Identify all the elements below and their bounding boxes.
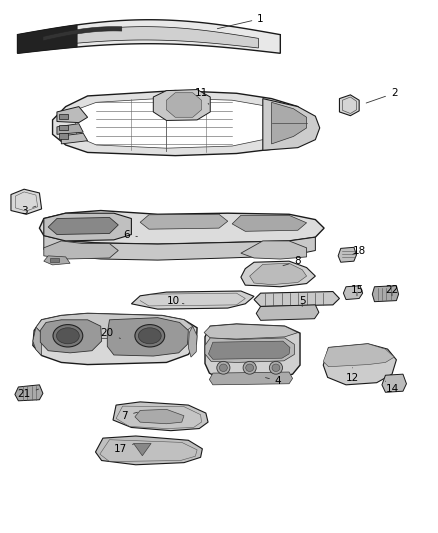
Polygon shape	[39, 211, 324, 244]
Ellipse shape	[138, 328, 161, 344]
Polygon shape	[204, 324, 298, 339]
Polygon shape	[272, 102, 307, 144]
Polygon shape	[263, 99, 320, 150]
Polygon shape	[113, 402, 208, 431]
Polygon shape	[57, 124, 83, 134]
Text: 3: 3	[21, 206, 36, 215]
Polygon shape	[59, 114, 68, 119]
Text: 8: 8	[283, 256, 301, 266]
Polygon shape	[153, 90, 210, 120]
Text: 22: 22	[385, 286, 399, 296]
Polygon shape	[134, 443, 151, 456]
Text: 20: 20	[101, 328, 120, 338]
Polygon shape	[188, 326, 197, 357]
Ellipse shape	[219, 364, 227, 372]
Polygon shape	[339, 95, 359, 116]
Polygon shape	[208, 341, 290, 359]
Text: 21: 21	[18, 389, 39, 399]
Text: 4: 4	[265, 376, 282, 386]
Text: 6: 6	[124, 230, 138, 239]
Polygon shape	[95, 436, 202, 465]
Polygon shape	[53, 91, 307, 156]
Ellipse shape	[269, 361, 283, 374]
Text: 1: 1	[217, 14, 264, 29]
Polygon shape	[44, 236, 315, 260]
Text: 18: 18	[353, 246, 366, 255]
Polygon shape	[15, 385, 43, 401]
Polygon shape	[48, 217, 118, 235]
Polygon shape	[250, 263, 307, 285]
Text: 10: 10	[166, 296, 184, 306]
Polygon shape	[382, 374, 406, 392]
Polygon shape	[57, 107, 88, 123]
Polygon shape	[135, 409, 184, 424]
Polygon shape	[254, 292, 339, 306]
Polygon shape	[131, 291, 254, 309]
Ellipse shape	[135, 325, 165, 347]
Polygon shape	[209, 372, 293, 385]
Polygon shape	[140, 214, 228, 229]
Polygon shape	[343, 286, 363, 300]
Polygon shape	[33, 313, 197, 365]
Text: 2: 2	[366, 88, 398, 103]
Polygon shape	[43, 27, 122, 41]
Polygon shape	[36, 313, 193, 339]
Polygon shape	[59, 133, 68, 139]
Polygon shape	[372, 286, 399, 302]
Polygon shape	[61, 133, 88, 144]
Polygon shape	[166, 93, 201, 117]
Ellipse shape	[57, 328, 79, 344]
Polygon shape	[44, 241, 118, 259]
Polygon shape	[232, 215, 307, 231]
Polygon shape	[18, 25, 77, 53]
Polygon shape	[31, 27, 258, 48]
Polygon shape	[59, 125, 68, 130]
Text: 5: 5	[299, 296, 306, 306]
Polygon shape	[256, 305, 319, 320]
Polygon shape	[50, 258, 59, 262]
Polygon shape	[241, 261, 315, 287]
Polygon shape	[33, 327, 42, 356]
Polygon shape	[338, 247, 357, 262]
Polygon shape	[44, 256, 70, 265]
Polygon shape	[323, 344, 394, 367]
Text: 7: 7	[121, 411, 138, 421]
Polygon shape	[11, 189, 42, 214]
Polygon shape	[107, 318, 188, 356]
Text: 17: 17	[114, 444, 134, 454]
Text: 12: 12	[346, 368, 359, 383]
Text: 14: 14	[385, 381, 399, 394]
Ellipse shape	[243, 361, 256, 374]
Text: 15: 15	[350, 286, 364, 296]
Polygon shape	[323, 344, 396, 385]
Ellipse shape	[246, 364, 254, 372]
Polygon shape	[205, 324, 300, 381]
Polygon shape	[44, 213, 131, 241]
Ellipse shape	[53, 325, 83, 347]
Polygon shape	[40, 320, 102, 353]
Ellipse shape	[217, 361, 230, 374]
Polygon shape	[74, 98, 289, 148]
Polygon shape	[18, 20, 280, 53]
Polygon shape	[241, 241, 307, 259]
Polygon shape	[205, 338, 294, 362]
Ellipse shape	[272, 364, 280, 372]
Text: 11: 11	[195, 88, 209, 104]
